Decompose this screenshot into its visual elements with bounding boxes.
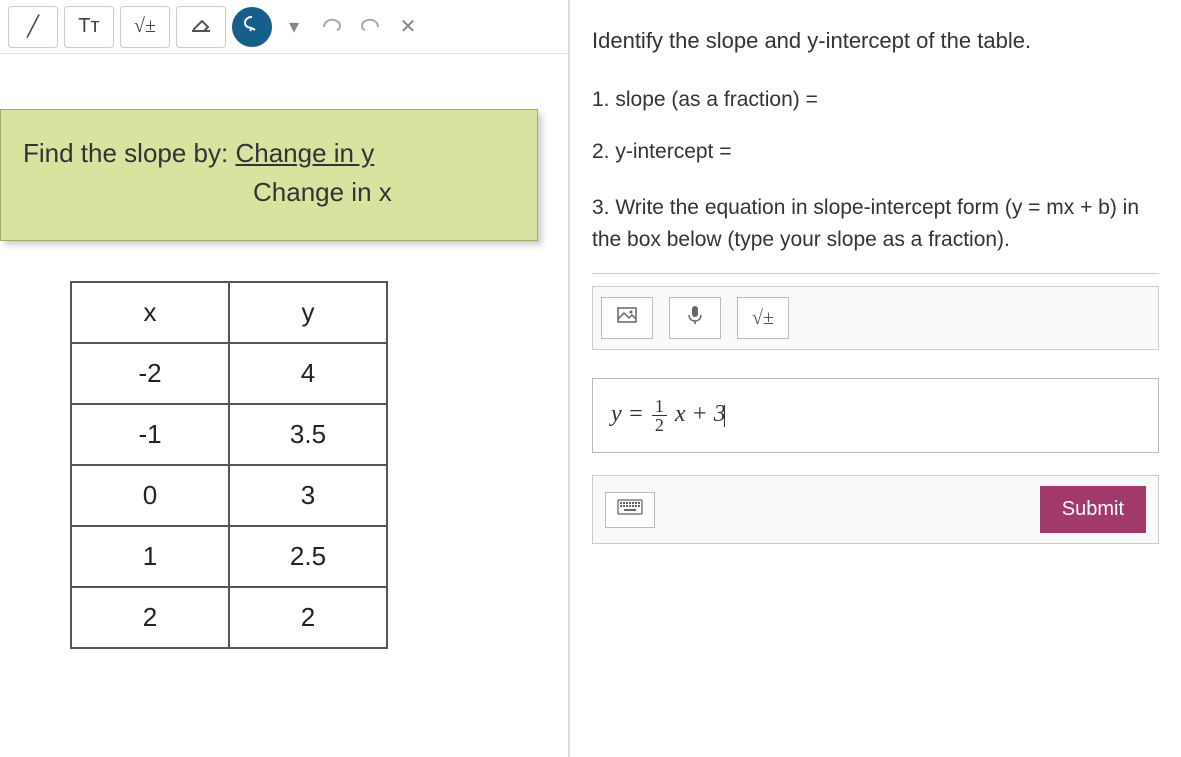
table-row: 03 [71,465,387,526]
math-input-button[interactable]: √± [737,297,789,339]
eraser-icon [190,15,212,39]
pen-icon: ╱ [27,14,39,39]
answer-fraction: 12 [652,397,667,434]
hint-prefix: Find the slope by: [23,138,235,168]
xy-table: x y -24 -13.5 03 12.5 22 [70,281,388,649]
answer-prefix: y = [611,401,650,427]
table-row: 22 [71,587,387,648]
undo-button[interactable] [316,7,348,47]
answer-bottom-bar: Submit [592,475,1159,544]
question-title: Identify the slope and y-intercept of th… [592,28,1159,54]
close-icon: ✕ [400,14,417,39]
text-cursor [724,405,725,427]
hint-numerator: Change in y [235,138,374,168]
submit-button[interactable]: Submit [1040,486,1146,533]
redo-icon [359,15,381,39]
question-panel: Identify the slope and y-intercept of th… [570,0,1181,757]
keyboard-icon [617,499,643,520]
lasso-icon [242,14,262,40]
table-header-row: x y [71,282,387,343]
undo-icon [321,15,343,39]
eraser-tool[interactable] [176,6,226,48]
table-row: 12.5 [71,526,387,587]
tool-dropdown[interactable]: ▾ [278,7,310,47]
hint-card: Find the slope by: Change in y Change in… [0,109,538,241]
drawing-panel: ╱ Tᴛ √± ▾ [0,0,570,757]
redo-button[interactable] [354,7,386,47]
submit-label: Submit [1062,498,1124,520]
pen-tool[interactable]: ╱ [8,6,58,48]
col-x: x [71,282,229,343]
col-y: y [229,282,387,343]
chevron-down-icon: ▾ [289,14,299,39]
image-icon [616,306,638,330]
table-row: -24 [71,343,387,404]
keyboard-button[interactable] [605,492,655,528]
question-intercept: 2. y-intercept = [592,140,1159,164]
table-row: -13.5 [71,404,387,465]
sqrt-pm-icon: √± [752,307,774,330]
mic-button[interactable] [669,297,721,339]
hint-text: Find the slope by: Change in y Change in… [23,134,515,212]
answer-toolbar: √± [592,286,1159,350]
hint-denominator: Change in x [253,177,392,207]
math-tool[interactable]: √± [120,6,170,48]
answer-suffix: x + 3 [669,401,726,427]
sqrt-icon: √± [134,15,156,38]
question-slope: 1. slope (as a fraction) = [592,88,1159,112]
answer-input[interactable]: y = 12 x + 3 [592,378,1159,453]
text-icon: Tᴛ [78,15,99,38]
question-equation: 3. Write the equation in slope-intercept… [592,192,1159,274]
lasso-tool[interactable] [232,7,272,47]
clear-button[interactable]: ✕ [392,7,424,47]
drawing-toolbar: ╱ Tᴛ √± ▾ [0,0,568,54]
text-tool[interactable]: Tᴛ [64,6,114,48]
insert-image-button[interactable] [601,297,653,339]
mic-icon [687,305,703,331]
